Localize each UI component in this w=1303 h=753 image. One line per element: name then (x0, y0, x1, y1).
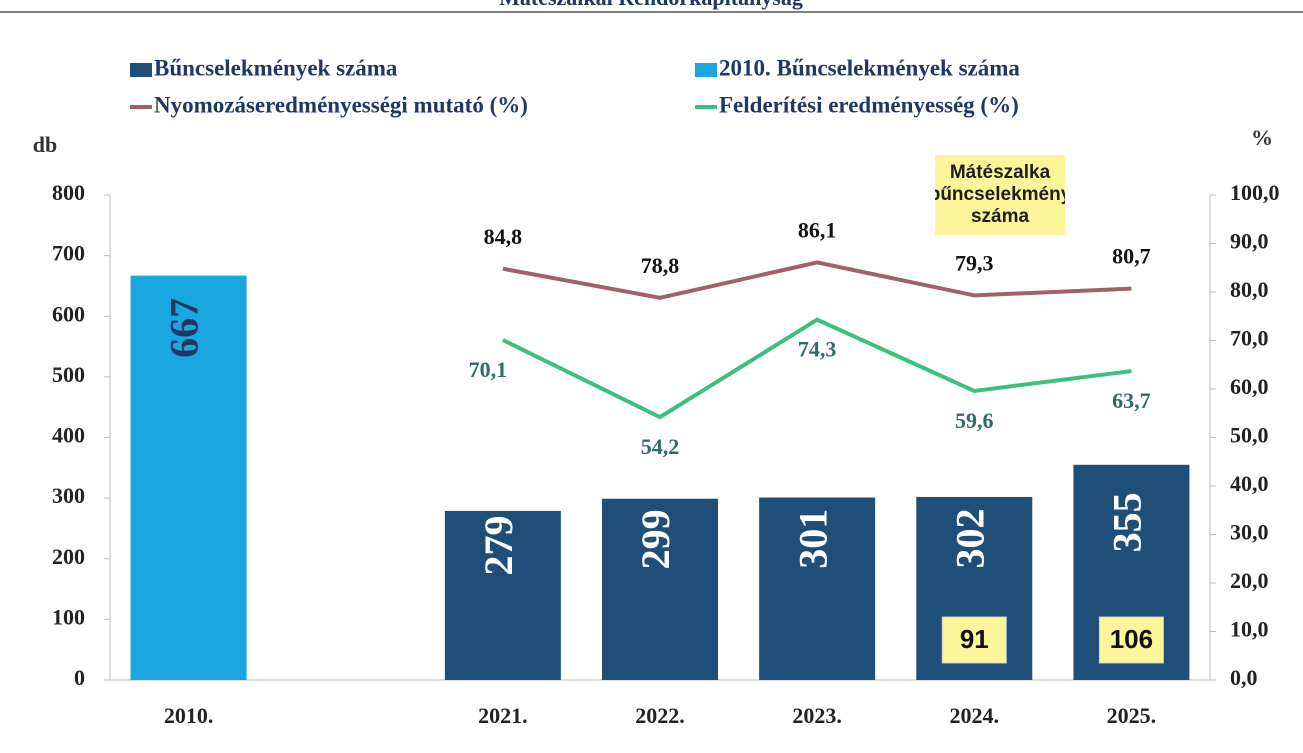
y2-tick-label: 80,0 (1230, 277, 1269, 302)
bar-value-label: 301 (790, 509, 835, 569)
annotation-box: Mátészalka bűncselekmény száma (935, 155, 1065, 235)
bar-value-label: 299 (633, 509, 678, 569)
line-value-label: 63,7 (1112, 388, 1151, 413)
y2-tick-label: 60,0 (1230, 374, 1269, 399)
y-tick-label: 600 (52, 301, 85, 326)
legend-swatch (695, 63, 717, 77)
chart-title: Mátészalkai Rendőrkapitányság (499, 0, 803, 10)
line (502, 260, 1132, 300)
y2-tick-label: 0,0 (1230, 665, 1258, 690)
y2-tick-label: 50,0 (1230, 423, 1269, 448)
x-tick-label: 2010. (164, 703, 214, 728)
bar (602, 498, 718, 680)
bar (759, 497, 876, 680)
y-tick-label: 800 (52, 180, 85, 205)
y2-tick-label: 10,0 (1230, 617, 1269, 642)
legend-label: 2010. Bűncselekmények száma (719, 55, 1020, 80)
legend-label: Bűncselekmények száma (154, 55, 398, 80)
line-value-label: 70,1 (469, 357, 508, 382)
bar-value-label: 667 (162, 298, 207, 358)
y-tick-label: 200 (52, 544, 85, 569)
bar-value-label: 279 (476, 515, 521, 575)
x-tick-label: 2024. (950, 703, 1000, 728)
annotation-value-box (941, 616, 1007, 664)
y-axis-label: db (33, 132, 57, 157)
y2-tick-label: 70,0 (1230, 326, 1269, 351)
y2-axis-label: % (1251, 125, 1273, 150)
x-tick-label: 2023. (792, 703, 842, 728)
bar (130, 275, 247, 680)
annotation-value-box (1098, 616, 1164, 664)
line-value-label: 80,7 (1112, 244, 1151, 269)
y-tick-label: 500 (52, 362, 85, 387)
annotation-label: Mátészalka bűncselekmény száma (935, 155, 1065, 235)
line-value-label: 54,2 (641, 434, 680, 459)
line-value-label: 79,3 (955, 250, 994, 275)
y-tick-label: 0 (74, 665, 85, 690)
bar (444, 510, 561, 680)
x-tick-label: 2025. (1107, 703, 1157, 728)
x-tick-label: 2022. (635, 703, 685, 728)
line-value-label: 84,8 (484, 224, 523, 249)
line (501, 317, 1132, 420)
legend-label: Nyomozáseredményességi mutató (%) (154, 92, 528, 117)
y2-tick-label: 30,0 (1230, 520, 1269, 545)
y2-tick-label: 40,0 (1230, 471, 1269, 496)
line-value-label: 78,8 (641, 253, 680, 278)
y2-tick-label: 100,0 (1230, 180, 1280, 205)
y-tick-label: 100 (52, 604, 85, 629)
line-value-label: 74,3 (798, 337, 837, 362)
bar-value-label: 302 (947, 508, 992, 568)
line-value-label: 59,6 (955, 408, 994, 433)
legend-label: Felderítési eredményesség (%) (719, 92, 1019, 117)
y-tick-label: 700 (52, 241, 85, 266)
x-tick-label: 2021. (478, 703, 528, 728)
y-tick-label: 300 (52, 483, 85, 508)
annotation-value: 91 (960, 624, 989, 654)
bar-value-label: 355 (1105, 492, 1150, 552)
line-value-label: 86,1 (798, 217, 837, 242)
annotation-value: 106 (1110, 624, 1153, 654)
y2-tick-label: 20,0 (1230, 568, 1269, 593)
y-tick-label: 400 (52, 423, 85, 448)
legend-swatch (130, 63, 152, 77)
y2-tick-label: 90,0 (1230, 229, 1269, 254)
